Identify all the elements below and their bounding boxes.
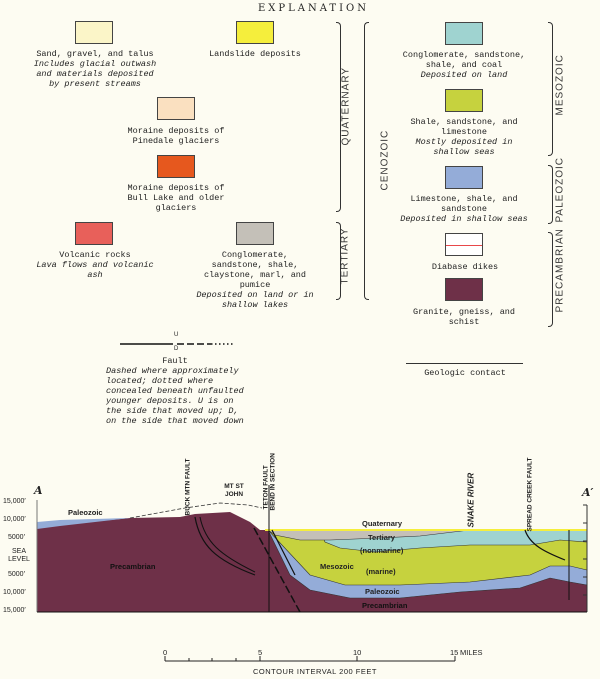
era-tertiary: TERTIARY (339, 227, 351, 285)
section-end-label: A′ (582, 486, 594, 499)
label-nonmarine: (nonmarine) (360, 546, 404, 555)
bracket-tertiary (336, 222, 341, 300)
y-tick-label: SEA LEVEL (8, 548, 30, 563)
spread-creek-fault (524, 529, 566, 561)
contour-interval-note: CONTOUR INTERVAL 200 FEET (253, 667, 377, 676)
y-tick-label: 5000′ (8, 571, 25, 578)
bracket-paleozoic (548, 165, 553, 224)
scale-tick-5: 5 (258, 648, 263, 657)
fault-down-label: D (174, 346, 179, 352)
era-paleozoic: PALEOZOIC (554, 157, 566, 223)
bracket-cenozoic (364, 22, 369, 300)
fault-up-label: U (174, 332, 179, 338)
scale-tick-15: 15 (450, 648, 459, 657)
cross-section (36, 485, 588, 613)
eroded-paleozoic-line (129, 502, 263, 519)
y-tick-label: 10,000′ (3, 589, 26, 596)
swatch-landslide (236, 21, 274, 44)
y-tick-label: 5000′ (8, 534, 25, 541)
label-precambrian: Precambrian (362, 601, 408, 610)
explanation-title: EXPLANATION (258, 3, 370, 14)
label-quaternary: Quaternary (362, 519, 403, 528)
bracket-mesozoic (548, 22, 553, 156)
caption-pinedale-moraine: Moraine deposits of Pinedale glaciers (127, 126, 225, 146)
teton-fault (253, 527, 301, 613)
label-mt-st-john: MT ST JOHN (224, 483, 244, 498)
label-tertiary: Tertiary (368, 533, 395, 542)
swatch-paleozoic (445, 166, 483, 189)
swatch-granite-gneiss (445, 278, 483, 301)
swatch-volcanic (75, 222, 113, 245)
caption-mesozoic-nonmarine: Conglomerate, sandstone, shale, and coal… (402, 50, 526, 80)
swatch-tertiary-sediments (236, 222, 274, 245)
caption-paleozoic: Limestone, shale, and sandstone Deposited… (400, 194, 528, 224)
fault-description: Dashed where approximately located; dott… (106, 366, 244, 426)
label-paleozoic-left: Paleozoic (68, 508, 103, 517)
section-start-label: A (34, 484, 43, 497)
label-marine: (marine) (366, 567, 396, 576)
caption-bull-lake-moraine: Moraine deposits of Bull Lake and older … (127, 183, 225, 213)
swatch-diabase-dikes (445, 233, 483, 256)
y-tick-label: 10,000′ (3, 516, 26, 523)
label-spread-creek-fault: SPREAD CREEK FAULT (526, 457, 534, 532)
caption-volcanic: Volcanic rocks Lava flows and volcanic as… (36, 250, 154, 280)
caption-granite-gneiss: Granite, gneiss, and schist (412, 307, 516, 327)
buck-mtn-fault (194, 516, 256, 576)
fault-label: Fault (162, 356, 188, 366)
scale-bar (164, 656, 456, 662)
caption-sand-gravel: Sand, gravel, and talus Includes glacial … (33, 49, 157, 89)
geologic-contact-line (406, 363, 523, 364)
paleozoic-left-unit (37, 518, 130, 529)
scale-unit: MILES (460, 648, 483, 657)
y-tick-label: 15,000′ (3, 498, 26, 505)
caption-landslide: Landslide deposits (209, 49, 301, 59)
caption-mesozoic-marine: Shale, sandstone, and limestone Mostly de… (410, 117, 518, 157)
swatch-pinedale-moraine (157, 97, 195, 120)
era-quaternary: QUATERNARY (340, 66, 352, 146)
swatch-mesozoic-nonmarine (445, 22, 483, 45)
geologic-contact-label: Geologic contact (424, 368, 506, 378)
bracket-precambrian (548, 232, 553, 327)
teton-fault-solid (271, 529, 296, 576)
label-bend-in-section: BEND IN SECTION (269, 453, 277, 511)
label-teton-fault: TETON FAULT (262, 465, 270, 510)
era-precambrian: PRECAMBRIAN (554, 228, 566, 313)
bracket-quaternary (336, 22, 341, 212)
label-precambrian-left: Precambrian (110, 562, 156, 571)
label-mesozoic: Mesozoic (320, 562, 354, 571)
caption-tertiary-sediments: Conglomerate, sandstone, shale, clayston… (196, 250, 314, 310)
label-paleozoic: Paleozoic (365, 587, 400, 596)
swatch-sand-gravel (75, 21, 113, 44)
label-snake-river: SNAKE RIVER (466, 472, 476, 528)
caption-diabase-dikes: Diabase dikes (431, 262, 499, 272)
scale-tick-0: 0 (163, 648, 168, 657)
swatch-mesozoic-marine (445, 89, 483, 112)
scale-tick-10: 10 (353, 648, 362, 657)
era-mesozoic: MESOZOIC (554, 54, 566, 116)
label-buck-mtn-fault: BUCK MTN FAULT (184, 458, 192, 516)
y-tick-label: 15,000′ (3, 607, 26, 614)
fault-symbol (120, 343, 235, 345)
swatch-bull-lake-moraine (157, 155, 195, 178)
era-cenozoic: CENOZOIC (379, 129, 391, 191)
